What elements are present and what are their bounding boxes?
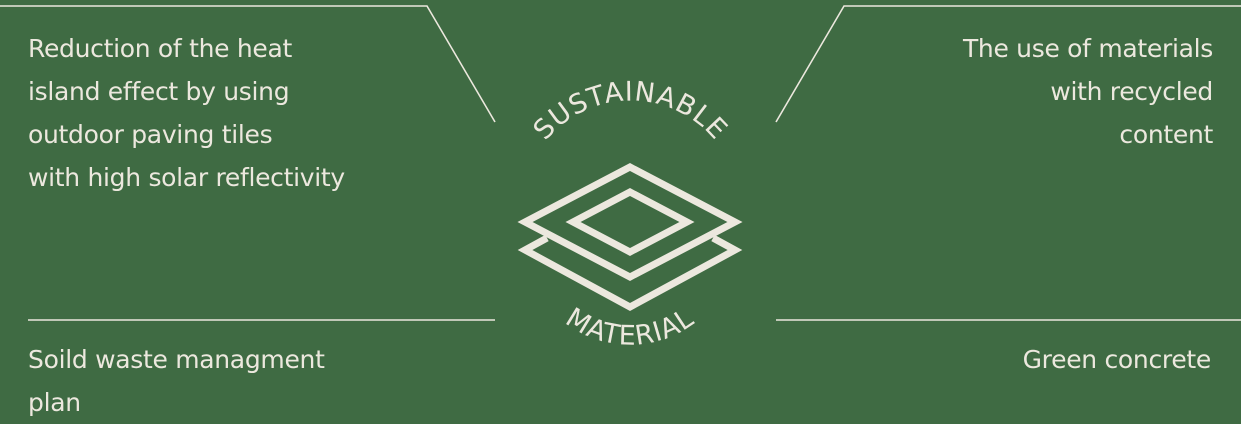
waste-management-point: Soild waste managment plan	[28, 338, 325, 424]
point-line: plan	[28, 388, 81, 417]
recycled-content-point: The use of materials with recycled conte…	[963, 27, 1213, 156]
point-line: with recycled	[1050, 77, 1213, 106]
heat-island-point: Reduction of the heat island effect by u…	[28, 27, 345, 199]
layers-icon	[517, 163, 743, 311]
point-line: Green concrete	[1022, 345, 1212, 374]
point-line: with high solar reflectivity	[28, 163, 345, 192]
point-line: Soild waste managment	[28, 345, 325, 374]
point-line: outdoor paving tiles	[28, 120, 273, 149]
top-right-connector	[775, 5, 1241, 123]
point-line: content	[1119, 120, 1213, 149]
sustainable-material-emblem: SUSTAINABLE MATERIAL	[517, 80, 743, 352]
point-line: The use of materials	[962, 34, 1213, 63]
layers-icon-top-sheet	[517, 163, 743, 281]
green-concrete-point: Green concrete	[1022, 338, 1212, 381]
layers-icon-inner-sheet	[565, 188, 695, 256]
point-line: Reduction of the heat	[28, 34, 292, 63]
layers-icon-bottom-sheet	[517, 234, 743, 311]
emblem-top-label: SUSTAINABLE	[528, 80, 734, 146]
top-left-connector	[0, 5, 496, 123]
point-line: island effect by using	[28, 77, 290, 106]
